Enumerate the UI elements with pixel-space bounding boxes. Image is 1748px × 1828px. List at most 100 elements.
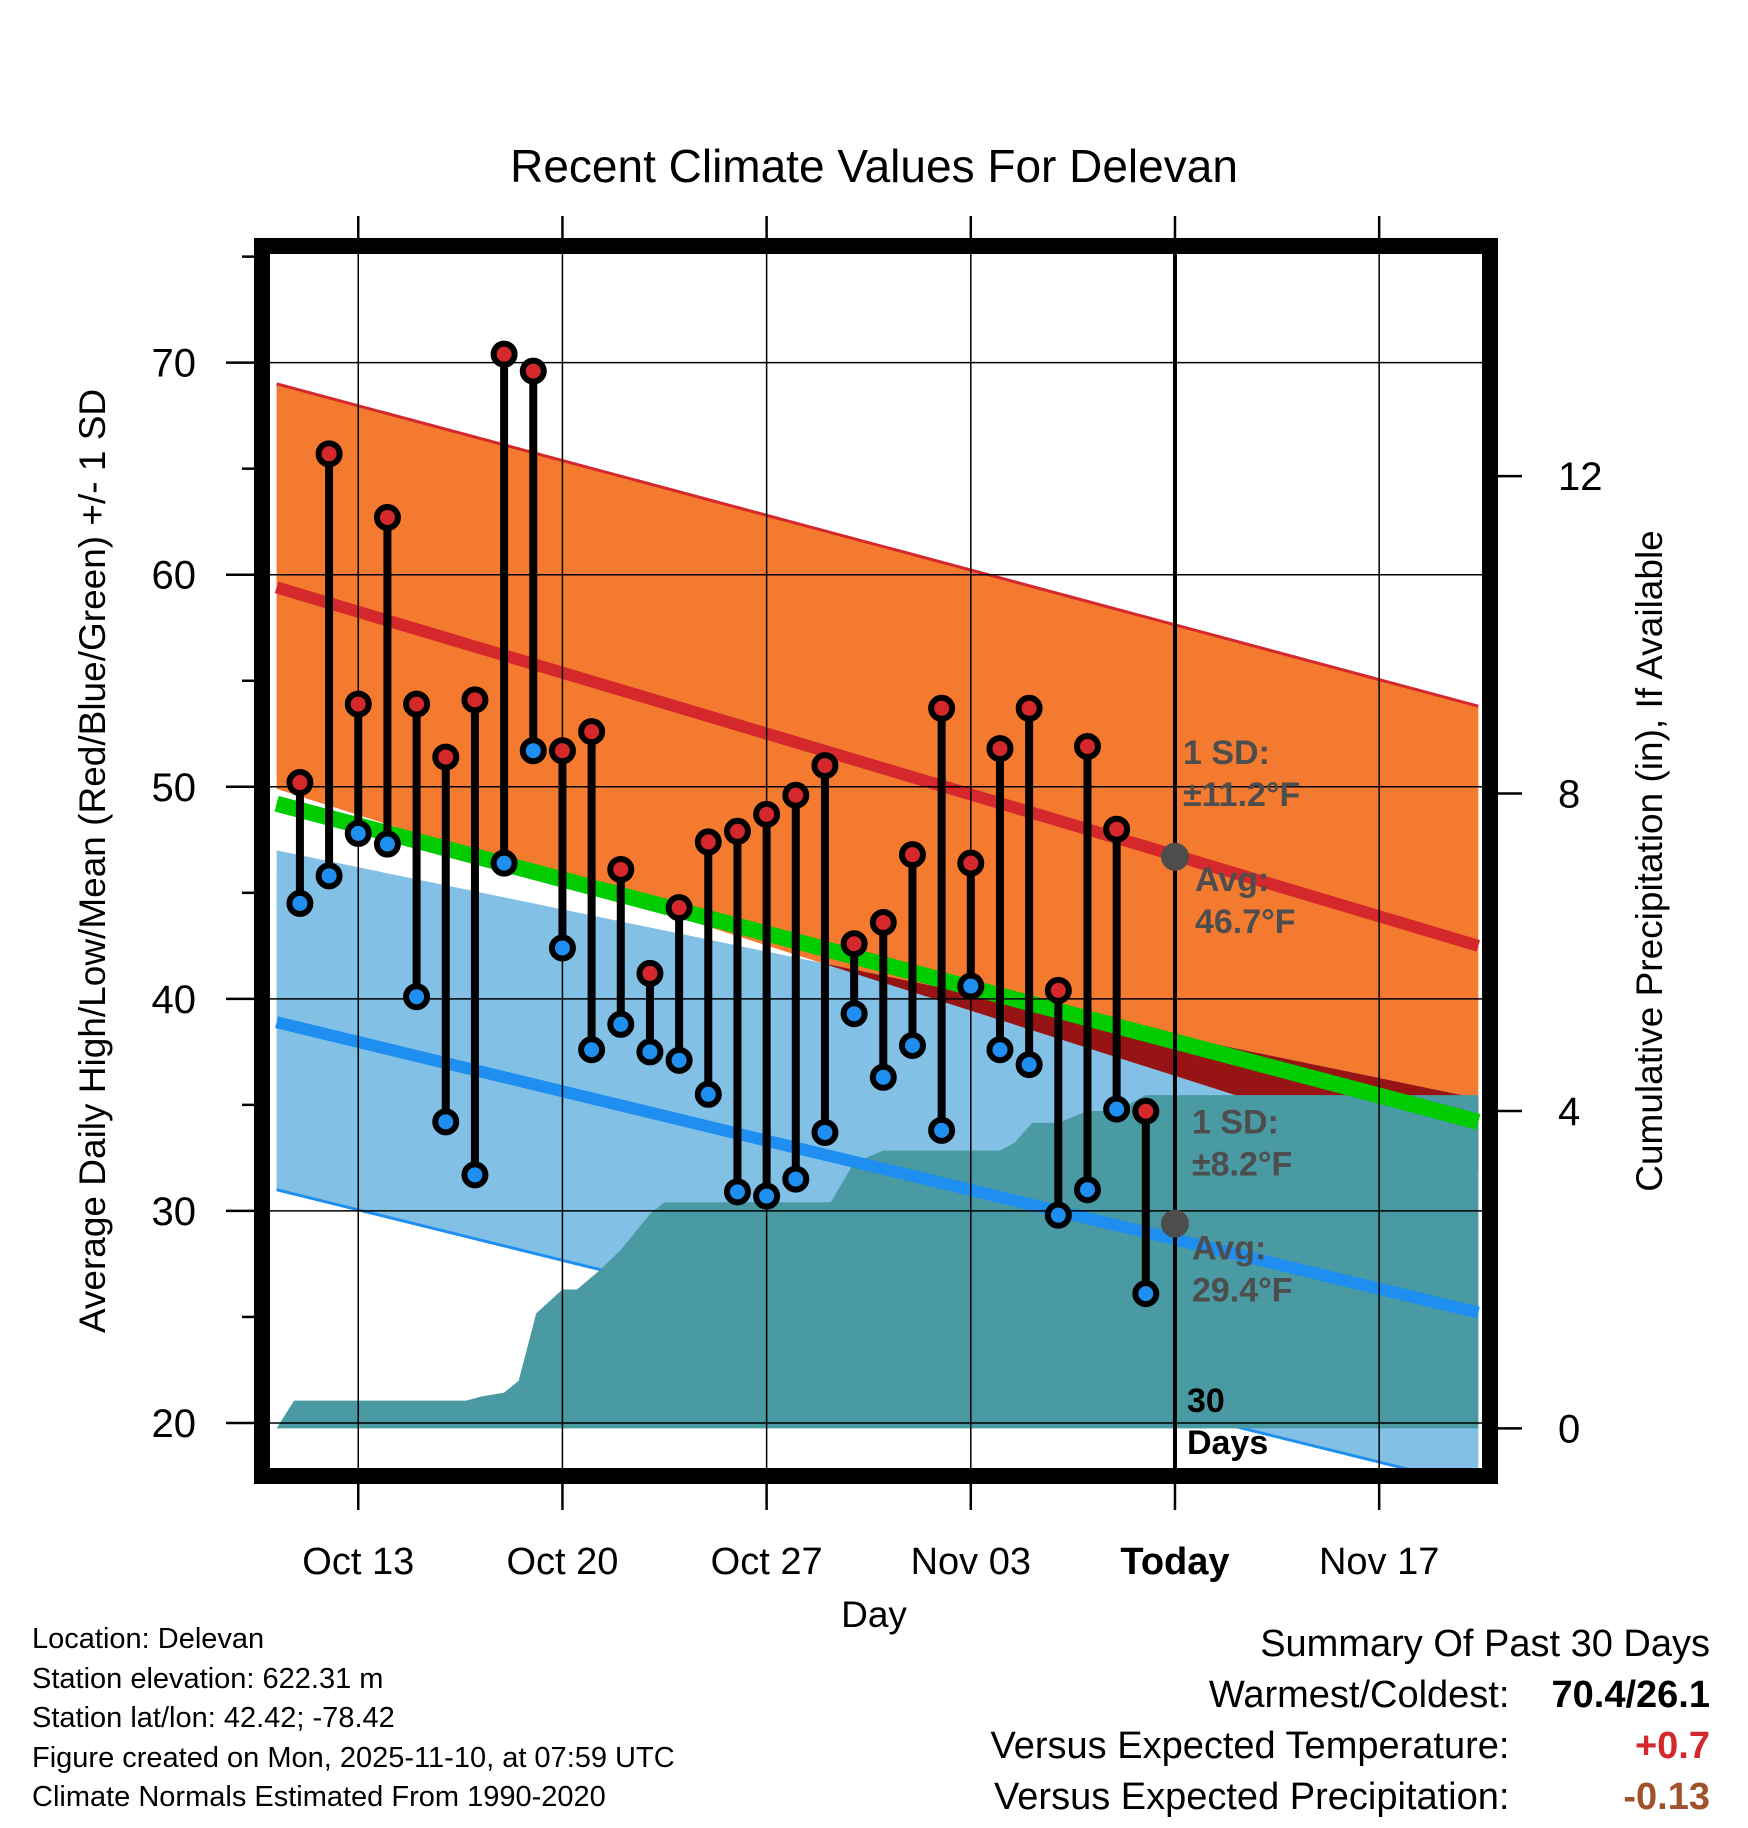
high-plus-sd-line [276, 382, 1479, 708]
x-tick-label: Oct 27 [711, 1541, 823, 1583]
normals-text: Climate Normals Estimated From 1990-2020 [32, 1781, 606, 1813]
daily-high-low-bars [286, 340, 1160, 1308]
daily-low-point [1132, 1280, 1160, 1308]
summary-panel: Summary Of Past 30 Days Warmest/Coldest:… [991, 1618, 1710, 1823]
daily-low-point [403, 983, 431, 1011]
daily-low-point [957, 972, 985, 1000]
daily-high-point [898, 841, 926, 869]
low-average-marker [1160, 1209, 1189, 1238]
daily-low-point [869, 1063, 897, 1091]
high-avg-label: Avg: [1195, 861, 1269, 899]
y-axis-title: Average Daily High/Low/Mean (Red/Blue/Gr… [72, 389, 113, 1333]
daily-high-point [373, 503, 401, 531]
daily-low-point [548, 934, 576, 962]
high-sd-value: ±11.2°F [1183, 776, 1300, 814]
y-tick-label: 20 [152, 1402, 197, 1446]
created-text: Figure created on Mon, 2025-11-10, at 07… [32, 1741, 675, 1774]
daily-low-point [898, 1032, 926, 1059]
daily-low-point [986, 1036, 1014, 1064]
y2-tick-label: 4 [1558, 1090, 1580, 1134]
daily-high-point [636, 959, 664, 987]
y-tick-label: 70 [152, 342, 197, 386]
daily-low-point [753, 1182, 781, 1210]
x-tick-label: Oct 20 [506, 1541, 618, 1583]
x-tick-label: Today [1120, 1541, 1229, 1583]
daily-high-point [782, 781, 810, 809]
period-label-days: Days [1187, 1424, 1268, 1462]
daily-high-point [432, 743, 460, 771]
daily-high-point [1015, 694, 1043, 722]
daily-low-point [286, 889, 314, 917]
daily-low-point [694, 1080, 722, 1108]
elevation-text: Station elevation: 622.31 m [32, 1662, 384, 1695]
daily-high-point [461, 686, 489, 714]
summary-warmest-row: Warmest/Coldest: 70.4/26.1 [991, 1670, 1710, 1721]
daily-high-point [986, 735, 1014, 763]
y-axis-temperature: 20 30 40 50 60 70 [152, 255, 254, 1446]
temp-anomaly-value: +0.7 [1634, 1725, 1710, 1767]
daily-high-point [607, 855, 635, 883]
daily-high-point [1044, 976, 1072, 1004]
daily-low-point [782, 1165, 810, 1193]
low-avg-value: 29.4°F [1192, 1272, 1293, 1310]
y-tick-label: 60 [152, 554, 197, 598]
daily-low-point [665, 1046, 693, 1074]
plot-frame [254, 238, 1498, 1484]
mean-high-line [274, 581, 1481, 952]
daily-low-point [723, 1178, 751, 1206]
daily-low-point [490, 849, 518, 877]
latlon-text: Station lat/lon: 42.42; -78.42 [32, 1702, 395, 1734]
daily-high-point [840, 930, 868, 958]
daily-low-point [461, 1161, 489, 1189]
daily-low-point [811, 1118, 839, 1146]
daily-high-point [869, 909, 897, 936]
daily-low-point [315, 862, 343, 890]
daily-low-point [607, 1010, 635, 1038]
summary-precip-row: Versus Expected Precipitation: -0.13 [991, 1772, 1710, 1823]
high-sd-band [276, 383, 1479, 1173]
daily-high-point [578, 718, 606, 746]
daily-high-point [1132, 1097, 1160, 1125]
daily-low-point [636, 1038, 664, 1066]
x-axis-days: Oct 13 Oct 20 Oct 27 Nov 03 Today Nov 17 [302, 1484, 1439, 1583]
warmest-label: Warmest/Coldest: [1208, 1674, 1510, 1716]
low-sd-value: ±8.2°F [1192, 1146, 1292, 1184]
x-axis-title: Day [841, 1594, 907, 1635]
temp-anomaly-label: Versus Expected Temperature: [990, 1725, 1510, 1767]
daily-low-point [344, 819, 372, 847]
chart-title: Recent Climate Values For Delevan [510, 140, 1238, 192]
high-average-marker [1160, 842, 1189, 871]
y-tick-label: 30 [152, 1190, 197, 1234]
daily-high-point [957, 849, 985, 877]
y-tick-label: 50 [152, 766, 197, 810]
daily-high-point [665, 894, 693, 922]
daily-low-point [1073, 1176, 1101, 1204]
daily-high-point [344, 690, 372, 718]
x-tick-label: Nov 17 [1319, 1541, 1439, 1583]
summary-title: Summary Of Past 30 Days [1260, 1623, 1710, 1665]
y2-axis-title: Cumulative Precipitation (in), If Availa… [1629, 530, 1670, 1192]
daily-low-point [928, 1116, 956, 1144]
y-tick-label: 40 [152, 978, 197, 1022]
x-tick-label: Nov 03 [911, 1541, 1031, 1583]
band-annotations: 1 SD: ±11.2°F Avg: 46.7°F 1 SD: ±8.2°F A… [1183, 734, 1300, 1462]
y-axis-precipitation: 0 4 8 12 [1498, 455, 1603, 1451]
daily-low-point [432, 1108, 460, 1136]
low-avg-label: Avg: [1192, 1230, 1266, 1268]
daily-high-point [403, 690, 431, 718]
daily-high-point [490, 340, 518, 368]
daily-low-point [373, 830, 401, 858]
daily-high-point [1103, 815, 1131, 843]
daily-high-point [694, 828, 722, 856]
daily-low-point [578, 1036, 606, 1064]
daily-low-point [519, 737, 547, 765]
y2-tick-label: 0 [1558, 1407, 1580, 1451]
daily-low-point [840, 1000, 868, 1028]
y2-tick-label: 12 [1558, 455, 1603, 499]
low-sd-label: 1 SD: [1192, 1104, 1279, 1142]
daily-high-point [811, 752, 839, 780]
station-info: Location: Delevan Station elevation: 622… [32, 1620, 675, 1818]
daily-low-point [1015, 1051, 1043, 1079]
precip-anomaly-value: -0.13 [1623, 1776, 1710, 1818]
